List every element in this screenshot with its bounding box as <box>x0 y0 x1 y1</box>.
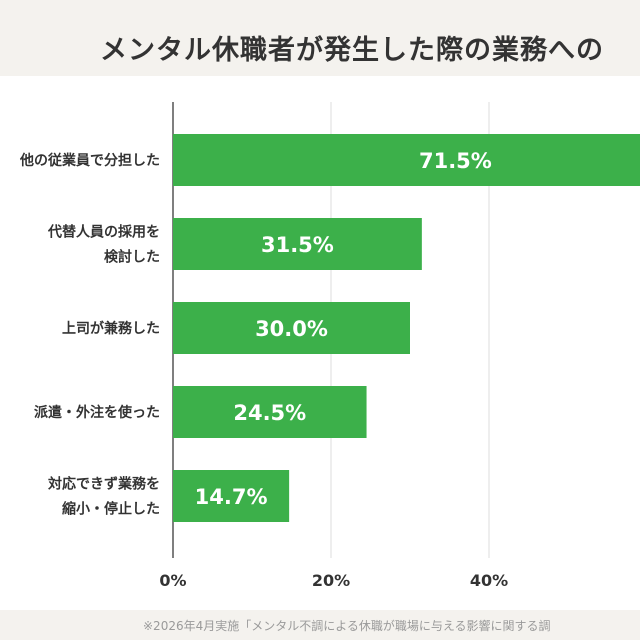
x-tick-label-0: 0% <box>159 571 186 590</box>
footer-band: ※2026年4月実施「メンタル不調による休職が職場に与える影響に関する調 <box>0 610 640 640</box>
category-label-4-line-1: 縮小・停止した <box>62 501 160 518</box>
category-label-4-line-0: 対応できず業務を <box>47 476 160 493</box>
bar-1 <box>173 218 422 270</box>
category-label-2: 上司が兼務した <box>62 320 160 337</box>
value-label-1: 31.5% <box>261 233 334 257</box>
plot-area: 71.5% 他の従業員で分担した 31.5% 代替人員の採用を検討した 30.0% 上司が… <box>0 76 640 610</box>
bar-2 <box>173 302 410 354</box>
value-label-2: 30.0% <box>255 317 328 341</box>
bar-3 <box>173 386 367 438</box>
footnote: ※2026年4月実施「メンタル不調による休職が職場に与える影響に関する調 <box>143 619 551 633</box>
bar-0 <box>173 134 640 186</box>
category-label-3: 派遣・外注を使った <box>34 404 160 421</box>
title-band: メンタル休職者が発生した際の業務への <box>0 0 640 76</box>
chart-title: メンタル休職者が発生した際の業務への <box>100 35 604 66</box>
value-label-3: 24.5% <box>233 401 306 425</box>
x-tick-label-1: 20% <box>312 571 350 590</box>
category-label-1-line-0: 代替人員の採用を <box>47 224 160 241</box>
bar-4 <box>173 470 290 522</box>
category-label-0: 他の従業員で分担した <box>19 152 160 169</box>
category-label-1-line-1: 検討した <box>104 249 160 266</box>
value-label-0: 71.5% <box>419 149 492 173</box>
x-tick-label-2: 40% <box>470 571 508 590</box>
value-label-4: 14.7% <box>195 485 268 509</box>
